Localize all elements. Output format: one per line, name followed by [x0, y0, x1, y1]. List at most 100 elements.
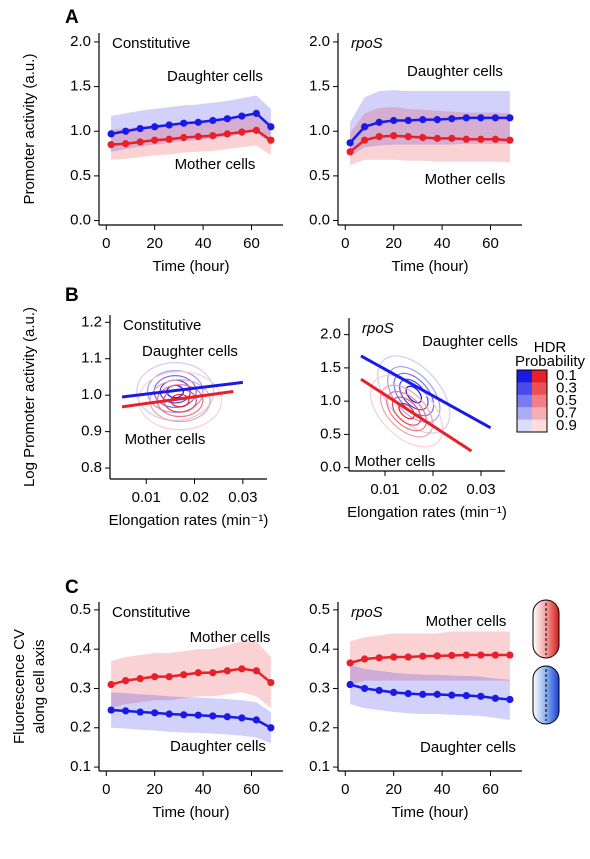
point [419, 690, 427, 698]
point [491, 114, 499, 122]
y-tick-label: 1.5 [70, 78, 91, 95]
point [238, 128, 246, 136]
series-label: Daughter cells [422, 333, 518, 350]
point [390, 132, 398, 140]
point [151, 673, 159, 681]
chart-title: rpoS [362, 320, 394, 337]
point [107, 141, 115, 149]
point [194, 118, 202, 126]
point [448, 134, 456, 142]
point [122, 677, 130, 685]
y-tick-label: 0.2 [70, 719, 91, 736]
point [165, 121, 173, 129]
point [477, 135, 485, 143]
panel: 0.1 0.2 0.3 0.4 0.5 0 20 40 60 Time (hour) Fluores… [11, 601, 283, 821]
point [107, 706, 115, 714]
point [419, 116, 427, 124]
x-tick-label: 60 [482, 235, 499, 252]
point [477, 114, 485, 122]
point [223, 130, 231, 138]
band [350, 664, 510, 720]
legend-title: Probability [515, 353, 586, 370]
point [209, 132, 217, 140]
series-label: Mother cells [190, 629, 271, 646]
point [477, 692, 485, 700]
cell-icon [532, 665, 560, 725]
y-tick-label: 0.1 [70, 758, 91, 775]
point [419, 652, 427, 660]
point [107, 130, 115, 138]
y-tick-label: 0.8 [81, 459, 102, 476]
point [136, 138, 144, 146]
point [180, 119, 188, 127]
y-tick-label: 2.0 [309, 33, 330, 50]
point [267, 136, 275, 144]
point [390, 653, 398, 661]
point [151, 136, 159, 144]
series-label: Daughter cells [170, 738, 266, 755]
x-tick-label: 0 [341, 781, 349, 798]
x-tick-label: 40 [195, 235, 212, 252]
x-axis-label: Time (hour) [153, 804, 230, 821]
y-tick-label: 1.0 [320, 392, 341, 409]
series-label: Daughter cells [407, 63, 503, 80]
point [346, 148, 354, 156]
y-tick-label: 0.0 [70, 212, 91, 229]
contour [386, 390, 427, 432]
y-tick-label: 0.4 [70, 640, 91, 657]
point [165, 135, 173, 143]
point [209, 712, 217, 720]
y-tick-label: 0.4 [309, 640, 330, 657]
x-tick-label: 40 [434, 235, 451, 252]
point [404, 689, 412, 698]
contour [387, 366, 441, 423]
legend-swatch [517, 394, 532, 408]
point [136, 708, 144, 716]
point [462, 114, 470, 122]
y-tick-label: 1.1 [81, 350, 102, 367]
point [267, 678, 275, 687]
x-tick-label: 20 [385, 235, 402, 252]
y-axis-label: Log Promoter activity (a.u.) [21, 307, 38, 487]
point [491, 135, 499, 143]
panel-label: A [65, 7, 79, 28]
y-tick-label: 0.5 [309, 601, 330, 618]
x-tick-label: 60 [243, 781, 260, 798]
contour [369, 374, 444, 448]
band [350, 631, 510, 685]
point [122, 707, 130, 715]
point [151, 709, 159, 717]
panel: 0.0 0.5 1.0 1.5 2.0 0 20 40 60 Time (hour) rpoS Dau… [309, 33, 522, 275]
y-tick-label: 0.0 [309, 212, 330, 229]
legend-swatch [517, 407, 532, 421]
point [165, 710, 173, 718]
y-tick-label: 2.0 [70, 33, 91, 50]
y-axis-label: along cell axis [31, 639, 48, 733]
y-tick-label: 1.0 [81, 386, 102, 403]
x-tick-label: 20 [146, 781, 163, 798]
y-axis-label: Fluorescence CV [11, 629, 28, 744]
x-tick-label: 0.02 [418, 481, 447, 498]
point [267, 123, 275, 131]
point [491, 694, 499, 702]
panel: 0.0 0.5 1.0 1.5 2.0 0.01 0.02 0.03 Elongation ra… [320, 318, 518, 521]
y-tick-label: 1.0 [309, 122, 330, 139]
fit-line [360, 354, 492, 430]
y-tick-label: 2.0 [320, 326, 341, 343]
point [448, 691, 456, 699]
point [209, 669, 217, 677]
legend-swatch [517, 370, 532, 383]
point [375, 118, 383, 126]
x-axis-label: Elongation rates (min⁻¹) [347, 504, 507, 521]
point [346, 139, 354, 147]
point [433, 690, 441, 698]
point [346, 659, 354, 667]
point [433, 116, 441, 124]
point [194, 669, 202, 677]
point [404, 116, 412, 125]
series-label: Mother cells [125, 431, 206, 448]
point [462, 651, 470, 659]
series-label: Mother cells [175, 156, 256, 173]
chart-title: Constitutive [123, 317, 201, 334]
point [448, 115, 456, 123]
